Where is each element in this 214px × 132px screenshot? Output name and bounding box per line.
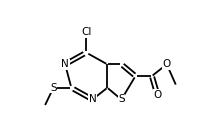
Text: S: S [118,95,125,105]
Text: O: O [163,59,171,69]
Text: O: O [153,90,162,100]
Text: S: S [50,83,57,93]
Text: N: N [89,95,96,105]
Text: N: N [61,59,69,69]
Text: Cl: Cl [81,27,91,37]
